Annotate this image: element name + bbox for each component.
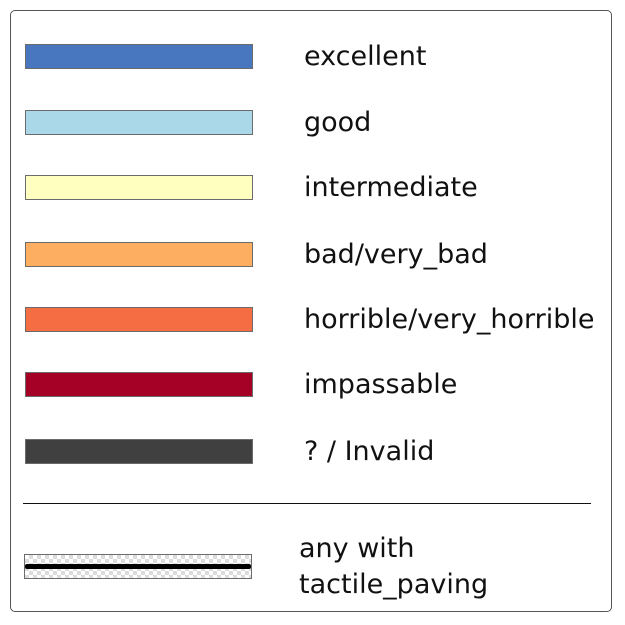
tactile-paving-label: any with tactile_paving xyxy=(299,531,488,603)
legend-panel: excellent good intermediate bad/very_bad… xyxy=(10,10,612,612)
tactile-label-line2: tactile_paving xyxy=(299,569,489,600)
legend-label: bad/very_bad xyxy=(304,239,488,270)
legend-item-good: good xyxy=(11,103,611,143)
legend-item-intermediate: intermediate xyxy=(11,168,611,208)
tactile-paving-swatch xyxy=(24,554,252,579)
legend-swatch xyxy=(25,307,253,332)
legend-swatch xyxy=(25,439,253,464)
legend-swatch xyxy=(25,44,253,69)
tactile-label-line1: any with xyxy=(299,533,415,564)
legend-label: intermediate xyxy=(304,172,478,203)
legend-item-invalid: ? / Invalid xyxy=(11,432,611,472)
legend-item-impassable: impassable xyxy=(11,365,611,405)
legend-swatch xyxy=(25,175,253,200)
legend-label: good xyxy=(304,107,372,138)
legend-swatch xyxy=(25,242,253,267)
legend-swatch xyxy=(25,110,253,135)
legend-label: impassable xyxy=(304,369,458,400)
legend-item-excellent: excellent xyxy=(11,37,611,77)
legend-divider xyxy=(23,503,591,504)
legend-item-tactile-paving: any with tactile_paving xyxy=(11,531,611,601)
legend-swatch xyxy=(25,372,253,397)
legend-label: excellent xyxy=(304,41,427,72)
legend-item-horrible: horrible/very_horrible xyxy=(11,300,611,340)
tactile-paving-line xyxy=(25,564,251,569)
legend-label: ? / Invalid xyxy=(304,436,435,467)
legend-item-bad: bad/very_bad xyxy=(11,235,611,275)
legend-label: horrible/very_horrible xyxy=(304,304,595,335)
